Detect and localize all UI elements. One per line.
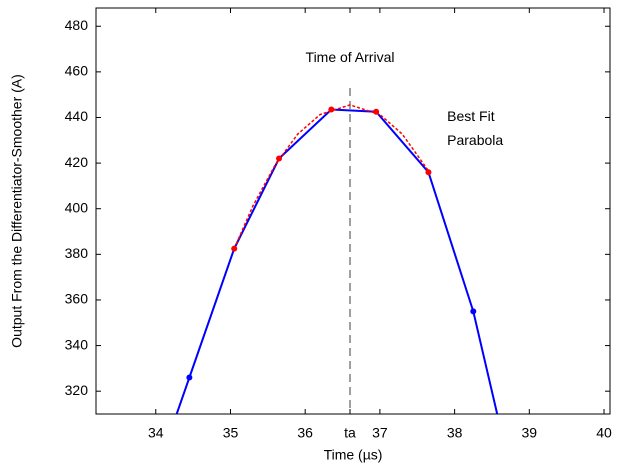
x-tick-label: 34 [148, 425, 164, 441]
data-point [425, 169, 432, 176]
data-point [328, 106, 335, 113]
x-tick-label: 40 [596, 425, 612, 441]
data-point [186, 374, 193, 381]
y-tick-label: 340 [65, 336, 89, 352]
annotation: Parabola [447, 132, 503, 148]
x-tick-label: 36 [297, 425, 313, 441]
y-tick-label: 400 [65, 199, 89, 215]
x-tick-label: ta [344, 425, 356, 441]
plot-frame [95, 7, 611, 415]
x-tick-label: 38 [447, 425, 463, 441]
data-point [276, 155, 283, 162]
data-point [373, 108, 380, 115]
annotation: Best Fit [447, 108, 495, 124]
y-tick-label: 440 [65, 108, 89, 124]
x-axis-label: Time (µs) [324, 447, 383, 463]
plot-area [175, 88, 499, 414]
x-tick-label: 35 [223, 425, 239, 441]
y-tick-label: 360 [65, 291, 89, 307]
y-tick-label: 320 [65, 382, 89, 398]
data-point [231, 245, 238, 252]
y-tick-label: 420 [65, 154, 89, 170]
annotation: Time of Arrival [306, 49, 395, 65]
x-tick-label: 37 [372, 425, 388, 441]
y-tick-label: 460 [65, 63, 89, 79]
data-point [470, 308, 477, 315]
fit-curve [233, 104, 430, 249]
x-tick-label: 39 [522, 425, 538, 441]
y-tick-label: 480 [65, 17, 89, 33]
y-tick-label: 380 [65, 245, 89, 261]
y-axis-label: Output From the Differentiator-Smoother … [9, 74, 25, 348]
data-line [175, 108, 499, 414]
